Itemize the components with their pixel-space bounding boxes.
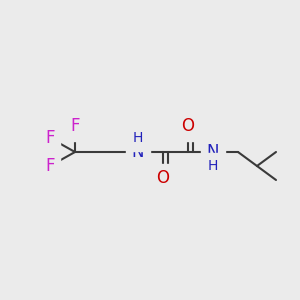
Text: F: F <box>45 157 55 175</box>
Text: H: H <box>133 131 143 145</box>
Text: O: O <box>182 117 194 135</box>
Text: F: F <box>45 129 55 147</box>
Text: O: O <box>157 169 169 187</box>
Text: N: N <box>207 143 219 161</box>
Text: F: F <box>70 117 80 135</box>
Text: H: H <box>208 159 218 173</box>
Text: N: N <box>132 143 144 161</box>
